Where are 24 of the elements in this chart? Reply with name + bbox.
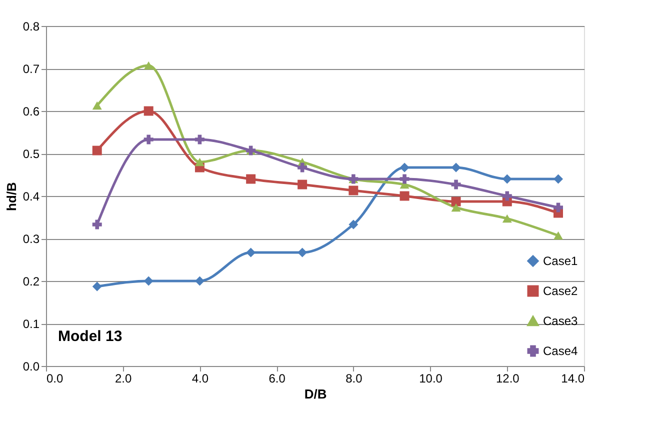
y-tick-label: 0.7 xyxy=(22,62,40,76)
x-tick-label: 6.0 xyxy=(268,372,286,386)
x-tick-label: 12.0 xyxy=(496,372,520,386)
legend-label: Case4 xyxy=(543,344,578,358)
x-tick-label: 8.0 xyxy=(346,372,363,386)
x-tick-label: 0.0 xyxy=(46,372,64,386)
y-axis-title: hd/B xyxy=(4,182,19,211)
y-tick-label: 0.0 xyxy=(22,360,40,374)
y-tick-label: 0.2 xyxy=(22,274,40,288)
x-tick-label: 14.0 xyxy=(561,372,585,386)
annotation: Model 13 xyxy=(58,328,122,345)
legend-label: Case3 xyxy=(543,314,578,328)
legend-label: Case2 xyxy=(543,284,578,298)
y-tick-label: 0.4 xyxy=(22,190,40,204)
x-axis-title: D/B xyxy=(304,386,327,402)
x-tick-label: 2.0 xyxy=(115,372,132,386)
legend-label: Case1 xyxy=(543,254,578,268)
y-tick-label: 0.6 xyxy=(22,104,40,118)
y-tick-label: 0.3 xyxy=(22,232,40,246)
x-tick-label: 10.0 xyxy=(419,372,443,386)
y-tick-label: 0.8 xyxy=(22,20,40,34)
x-tick-label: 4.0 xyxy=(192,372,209,386)
y-tick-label: 0.5 xyxy=(22,147,40,161)
y-tick-label: 0.1 xyxy=(22,317,40,331)
